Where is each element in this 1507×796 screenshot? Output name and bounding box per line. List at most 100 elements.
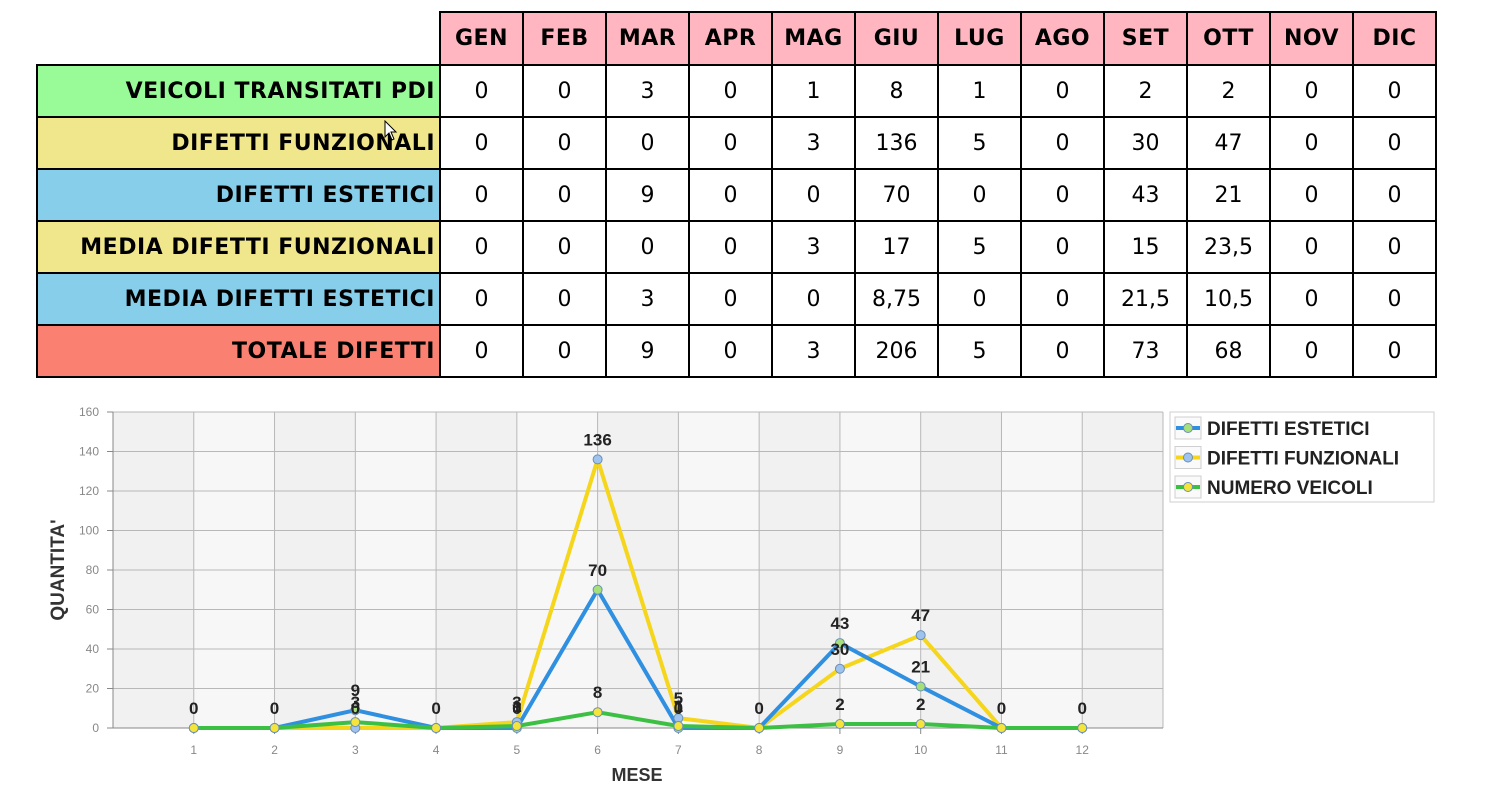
data-label: 3 — [512, 693, 521, 712]
table-cell: 10,5 — [1186, 272, 1271, 326]
table-cell: 8,75 — [854, 272, 939, 326]
table-cell: 0 — [1269, 272, 1354, 326]
row-label: MEDIA DIFETTI ESTETICI — [36, 272, 441, 326]
table-cell: 0 — [1020, 324, 1105, 378]
table-cell: 0 — [439, 64, 524, 118]
data-label: 0 — [512, 699, 521, 718]
mouse-cursor-icon — [384, 120, 398, 141]
table-cell: 2 — [1103, 64, 1188, 118]
x-axis-title: MESE — [611, 765, 662, 785]
series-line — [193, 587, 1083, 730]
table-row: MEDIA DIFETTI FUNZIONALI 0 0 0 0 3 17 5 0 15 23,5 0… — [36, 220, 1437, 274]
table-cell: 0 — [1020, 168, 1105, 222]
data-point — [592, 454, 603, 465]
table-cell: 0 — [1269, 168, 1354, 222]
table-row: DIFETTI FUNZIONALI 0 0 0 0 3 136 5 0 30 47 0 0 — [36, 116, 1437, 170]
x-tick-label: 4 — [433, 743, 440, 757]
data-label: 0 — [1077, 699, 1086, 718]
table-row: MEDIA DIFETTI ESTETICI 0 0 3 0 0 8,75 0 0 21,5 10,… — [36, 272, 1437, 326]
column-header-mar: MAR — [605, 11, 690, 66]
data-point — [834, 719, 845, 730]
table-cell: 0 — [439, 272, 524, 326]
table-cell: 0 — [1269, 116, 1354, 170]
table-cell: 206 — [854, 324, 939, 378]
data-label: 0 — [997, 699, 1006, 718]
table-cell: 0 — [688, 272, 773, 326]
table-cell: 0 — [1269, 324, 1354, 378]
table-cell: 0 — [439, 220, 524, 274]
data-label: 1 — [674, 697, 683, 716]
row-label: MEDIA DIFETTI FUNZIONALI — [36, 220, 441, 274]
table-row: TOTALE DIFETTI 0 0 9 0 3 206 5 0 73 68 0 0 — [36, 324, 1437, 378]
data-label: 70 — [588, 561, 607, 580]
data-point — [834, 663, 845, 674]
data-point — [754, 723, 765, 733]
data-point — [996, 723, 1007, 733]
table-cell: 9 — [605, 168, 690, 222]
table-cell: 70 — [854, 168, 939, 222]
data-point — [1077, 723, 1088, 733]
x-tick-label: 11 — [995, 743, 1008, 757]
data-label: 0 — [189, 699, 198, 718]
data-point — [350, 705, 361, 716]
data-label: 8 — [593, 683, 602, 702]
x-tick-label: 8 — [756, 743, 763, 757]
x-tick-label: 6 — [594, 743, 601, 757]
data-label: 0 — [754, 699, 763, 718]
x-tick-label: 9 — [837, 743, 844, 757]
x-tick-label: 5 — [514, 743, 521, 757]
table-cell: 17 — [854, 220, 939, 274]
table-cell: 0 — [439, 168, 524, 222]
table-cell: 0 — [1352, 116, 1437, 170]
data-label: 136 — [583, 430, 611, 449]
data-point — [350, 717, 361, 728]
x-tick-label: 12 — [1076, 743, 1090, 757]
column-header-apr: APR — [688, 11, 773, 66]
table-row: VEICOLI TRANSITATI PDI 0 0 3 0 1 8 1 0 2 2 0 0 — [36, 64, 1437, 118]
table-cell: 21,5 — [1103, 272, 1188, 326]
y-tick-label: 20 — [86, 682, 100, 696]
data-label: 30 — [830, 640, 849, 659]
y-tick-label: 100 — [79, 524, 99, 538]
table-cell: 5 — [937, 324, 1022, 378]
data-label: 5 — [674, 689, 683, 708]
table-cell: 0 — [1269, 64, 1354, 118]
table-cell: 0 — [771, 168, 856, 222]
legend-entry: DIFETTI ESTETICI — [1207, 419, 1370, 440]
table-cell: 0 — [688, 64, 773, 118]
table-cell: 0 — [1352, 324, 1437, 378]
table-row: DIFETTI ESTETICI 0 0 9 0 0 70 0 0 43 21 0 0 — [36, 168, 1437, 222]
data-label: 0 — [674, 699, 683, 718]
x-tick-label: 1 — [190, 743, 197, 757]
legend-entry: NUMERO VEICOLI — [1207, 478, 1373, 499]
data-point — [592, 584, 603, 595]
column-header-mag: MAG — [771, 11, 856, 66]
x-tick-label: 3 — [352, 743, 359, 757]
data-label: 2 — [835, 695, 844, 714]
table-cell: 0 — [1269, 220, 1354, 274]
table-cell: 0 — [439, 116, 524, 170]
data-point — [269, 723, 280, 733]
table-cell: 5 — [937, 220, 1022, 274]
data-label: 1 — [512, 697, 521, 716]
data-label: 2 — [916, 695, 925, 714]
table-cell: 0 — [605, 220, 690, 274]
table-cell: 0 — [1020, 116, 1105, 170]
data-label: 0 — [351, 699, 360, 718]
data-label: 3 — [351, 693, 360, 712]
table-cell: 8 — [854, 64, 939, 118]
legend-box — [1169, 411, 1435, 503]
table-cell: 1 — [937, 64, 1022, 118]
monthly-stats-table: GEN FEB MAR APR MAG GIU LUG AGO SET OTT NOV DIC VEI… — [36, 11, 1437, 378]
data-point — [188, 723, 199, 733]
legend-swatch-marker — [1183, 423, 1193, 433]
table-cell: 0 — [688, 168, 773, 222]
table-cell: 0 — [522, 116, 607, 170]
table-cell: 73 — [1103, 324, 1188, 378]
legend-entry: DIFETTI FUNZIONALI — [1207, 449, 1399, 470]
table-header-row: GEN FEB MAR APR MAG GIU LUG AGO SET OTT NOV DIC — [37, 11, 1437, 66]
table-cell: 0 — [1352, 220, 1437, 274]
row-label: DIFETTI FUNZIONALI — [36, 116, 441, 170]
table-cell: 68 — [1186, 324, 1271, 378]
data-point — [511, 721, 522, 732]
